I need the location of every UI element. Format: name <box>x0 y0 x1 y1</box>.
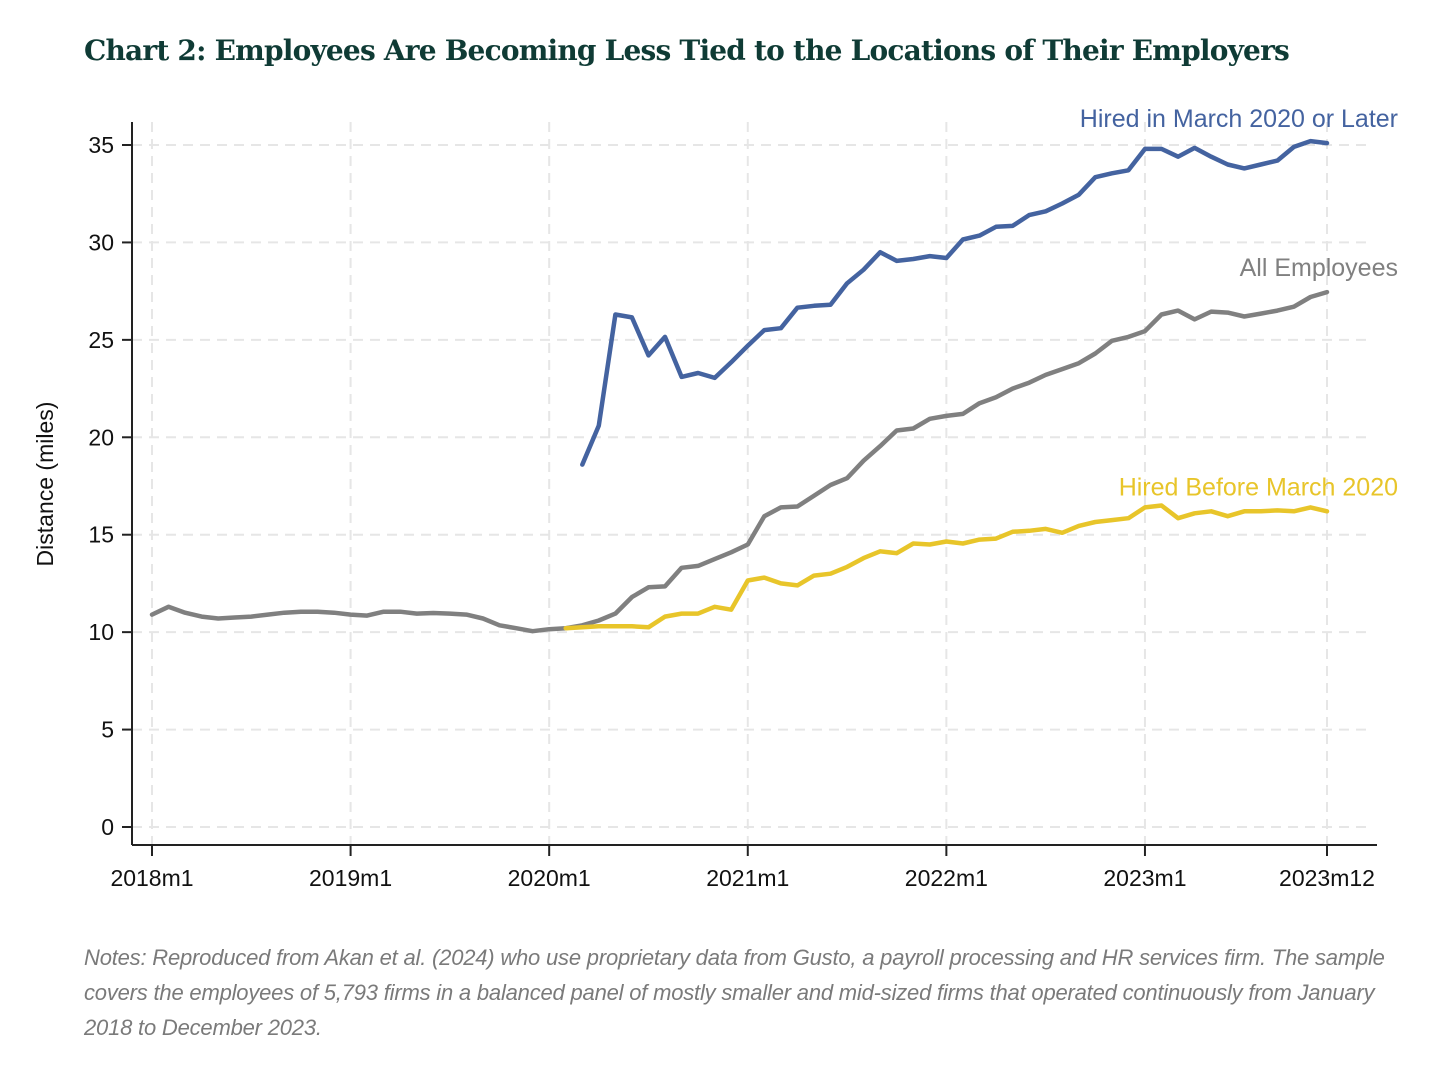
y-tick-label: 25 <box>88 327 114 353</box>
x-tick-label: 2023m12 <box>1279 865 1375 891</box>
series-line <box>563 503 1330 631</box>
x-tick-label: 2022m1 <box>905 865 988 891</box>
series-line <box>580 138 1330 467</box>
series-line <box>149 289 1330 634</box>
y-axis-title: Distance (miles) <box>32 402 58 567</box>
series-labels: All Employees Hired in March 2020 or Late… <box>1080 105 1398 501</box>
y-tick-label: 30 <box>88 229 114 255</box>
axis-ticks: 0 5 10 15 20 25 30 35 2018m1 2019m1 2020m1 2021m1 20… <box>88 132 1375 891</box>
y-tick-label: 20 <box>88 424 114 450</box>
y-tick-label: 0 <box>101 814 114 840</box>
line-chart: 0 5 10 15 20 25 30 35 2018m1 2019m1 2020m1 2021m1 20… <box>32 105 1398 891</box>
chart-title: Chart 2: Employees Are Becoming Less Tie… <box>84 34 1290 67</box>
y-tick-label: 35 <box>88 132 114 158</box>
series-label: Hired Before March 2020 <box>1119 473 1398 501</box>
y-tick-label: 15 <box>88 522 114 548</box>
x-tick-label: 2020m1 <box>508 865 591 891</box>
chart-notes: Notes: Reproduced from Akan et al. (2024… <box>84 945 1385 1040</box>
x-tick-label: 2019m1 <box>309 865 392 891</box>
x-tick-label: 2021m1 <box>706 865 789 891</box>
series-label: All Employees <box>1240 254 1398 282</box>
x-tick-label: 2018m1 <box>110 865 193 891</box>
y-tick-label: 5 <box>101 717 114 743</box>
x-tick-label: 2023m1 <box>1103 865 1186 891</box>
series-label: Hired in March 2020 or Later <box>1080 105 1398 133</box>
series-lines <box>149 138 1330 634</box>
y-tick-label: 10 <box>88 619 114 645</box>
